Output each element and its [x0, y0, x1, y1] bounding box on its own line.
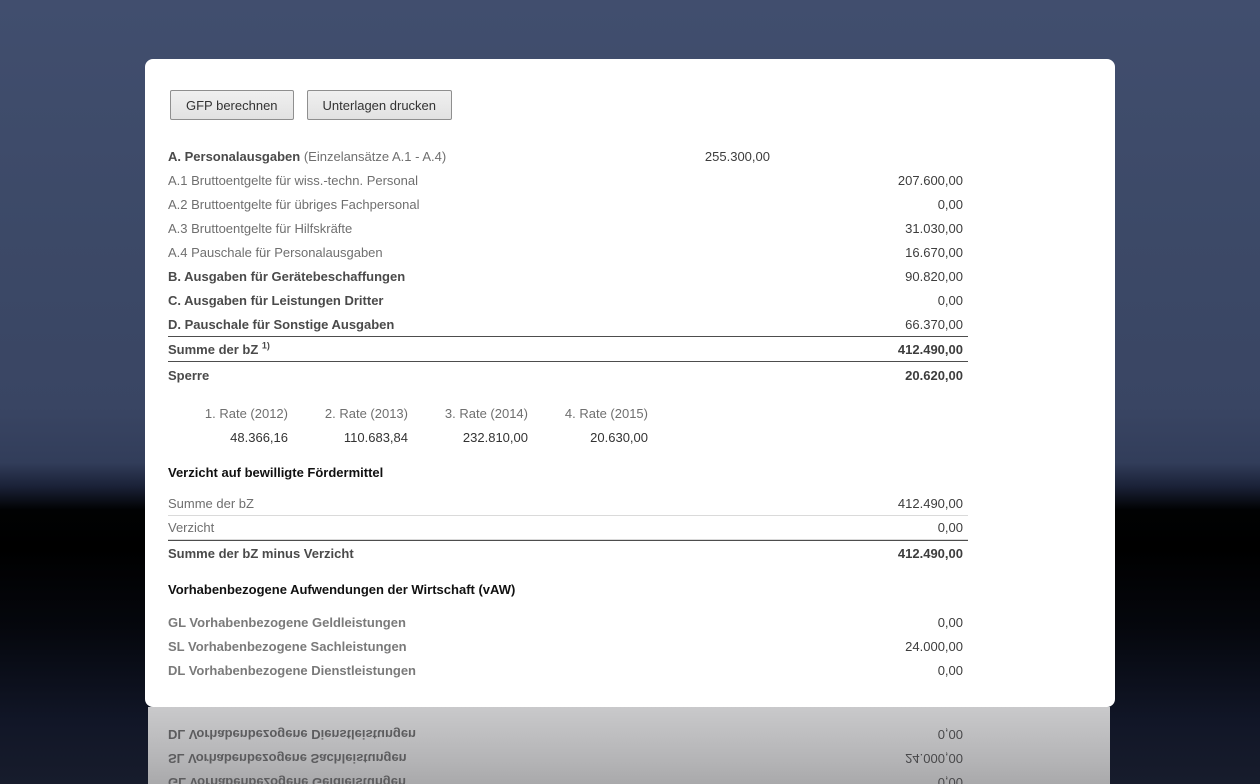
- row-value: 20.620,00: [905, 367, 963, 383]
- row-label: Summe der bZ: [168, 496, 254, 511]
- reflection-row-sl: SL Vorhabenbezogene Sachleistungen 24.00…: [168, 751, 963, 767]
- row-label: SL Vorhabenbezogene Sachleistungen: [168, 638, 407, 654]
- row-value: 0,00: [937, 196, 963, 212]
- reflection-row-gl: GL Vorhabenbezogene Geldleistungen 0,00: [168, 775, 963, 784]
- vaw-table: GL Vorhabenbezogene Geldleistungen 0,00 …: [168, 610, 968, 682]
- rate-label: 3. Rate (2014): [444, 405, 528, 421]
- row-label: DL Vorhabenbezogene Dienstleistungen: [168, 662, 416, 678]
- table-row-verzicht: Verzicht 0,00: [168, 516, 968, 540]
- verzicht-section-heading: Verzicht auf bewilligte Fördermittel: [168, 465, 384, 480]
- table-row-a4: A.4 Pauschale für Personalausgaben 16.67…: [168, 240, 968, 264]
- table-row-geraetebeschaffungen: B. Ausgaben für Gerätebeschaffungen 90.8…: [168, 264, 968, 288]
- rate-value: 232.810,00: [462, 429, 528, 445]
- row-value: 24.000,00: [905, 638, 963, 654]
- row-label: B. Ausgaben für Gerätebeschaffungen: [168, 268, 406, 284]
- rate-value: 48.366,16: [230, 429, 288, 445]
- row-mid-value: 255.300,00: [704, 148, 770, 164]
- panel-reflection: GL Vorhabenbezogene Geldleistungen 0,00 …: [148, 707, 1110, 784]
- reflection-row-dl: DL Vorhabenbezogene Dienstleistungen 0,0…: [168, 727, 963, 743]
- rate-label: 2. Rate (2013): [324, 405, 408, 421]
- rate-label: 1. Rate (2012): [204, 405, 288, 421]
- table-row-summe-bz-2: Summe der bZ 412.490,00: [168, 492, 968, 516]
- row-label: Summe der bZ minus Verzicht: [168, 546, 354, 561]
- row-label-note: (Einzelansätze A.1 - A.4): [303, 148, 447, 164]
- row-value: 0,00: [937, 614, 963, 630]
- table-row-sonstige-ausgaben: D. Pauschale für Sonstige Ausgaben 66.37…: [168, 312, 968, 336]
- budget-table: A. Personalausgaben (Einzelansätze A.1 -…: [168, 144, 968, 388]
- content-panel: GFP berechnen Unterlagen drucken A. Pers…: [145, 59, 1115, 707]
- row-label: A.1 Bruttoentgelte für wiss.-techn. Pers…: [168, 172, 419, 188]
- row-value: 31.030,00: [905, 220, 963, 236]
- toolbar: GFP berechnen Unterlagen drucken: [170, 90, 1115, 120]
- verzicht-table: Summe der bZ 412.490,00 Verzicht 0,00 Su…: [168, 492, 968, 566]
- row-value: 207.600,00: [897, 172, 963, 188]
- rate-value: 20.630,00: [590, 429, 648, 445]
- row-label: D. Pauschale für Sonstige Ausgaben: [168, 316, 395, 332]
- table-row-summe-bz: Summe der bZ 1) 412.490,00: [168, 336, 968, 362]
- row-label: A.2 Bruttoentgelte für übriges Fachperso…: [168, 196, 420, 212]
- row-value: 412.490,00: [897, 496, 963, 511]
- row-label: C. Ausgaben für Leistungen Dritter: [168, 292, 384, 308]
- table-row-a2: A.2 Bruttoentgelte für übriges Fachperso…: [168, 192, 968, 216]
- rate-value: 110.683,84: [343, 429, 408, 445]
- row-label: Sperre: [168, 367, 210, 383]
- print-documents-button[interactable]: Unterlagen drucken: [306, 90, 453, 120]
- footnote-reference: 1): [261, 340, 270, 351]
- row-value: 0,00: [937, 292, 963, 308]
- table-row-gl: GL Vorhabenbezogene Geldleistungen 0,00: [168, 610, 968, 634]
- row-value: 412.490,00: [897, 341, 963, 357]
- row-label: Summe der bZ 1): [168, 340, 270, 357]
- row-label: A. Personalausgaben (Einzelansätze A.1 -…: [168, 148, 447, 164]
- table-row-personalausgaben: A. Personalausgaben (Einzelansätze A.1 -…: [168, 144, 968, 168]
- row-label: GL Vorhabenbezogene Geldleistungen: [168, 614, 406, 630]
- row-value: 0,00: [937, 662, 963, 678]
- table-row-a3: A.3 Bruttoentgelte für Hilfskräfte 31.03…: [168, 216, 968, 240]
- rate-label: 4. Rate (2015): [564, 405, 648, 421]
- vaw-section-heading: Vorhabenbezogene Aufwendungen der Wirtsc…: [168, 582, 516, 597]
- row-value: 90.820,00: [905, 268, 963, 284]
- row-label: Verzicht: [168, 520, 215, 535]
- row-value: 412.490,00: [897, 546, 963, 561]
- table-row-dl: DL Vorhabenbezogene Dienstleistungen 0,0…: [168, 658, 968, 682]
- table-row-a1: A.1 Bruttoentgelte für wiss.-techn. Pers…: [168, 168, 968, 192]
- row-label: A.3 Bruttoentgelte für Hilfskräfte: [168, 220, 353, 236]
- row-value: 0,00: [937, 520, 963, 535]
- row-label: A.4 Pauschale für Personalausgaben: [168, 244, 383, 260]
- row-value: 16.670,00: [905, 244, 963, 260]
- table-row-sperre: Sperre 20.620,00: [168, 362, 968, 388]
- table-row-summe-minus-verzicht: Summe der bZ minus Verzicht 412.490,00: [168, 540, 968, 566]
- rates-values-row: 48.366,16 110.683,84 232.810,00 20.630,0…: [168, 425, 1115, 449]
- rates-header-row: 1. Rate (2012) 2. Rate (2013) 3. Rate (2…: [168, 401, 1115, 425]
- table-row-leistungen-dritter: C. Ausgaben für Leistungen Dritter 0,00: [168, 288, 968, 312]
- table-row-sl: SL Vorhabenbezogene Sachleistungen 24.00…: [168, 634, 968, 658]
- rates-table: 1. Rate (2012) 2. Rate (2013) 3. Rate (2…: [168, 401, 1115, 449]
- row-value: 66.370,00: [905, 316, 963, 332]
- gfp-calculate-button[interactable]: GFP berechnen: [170, 90, 294, 120]
